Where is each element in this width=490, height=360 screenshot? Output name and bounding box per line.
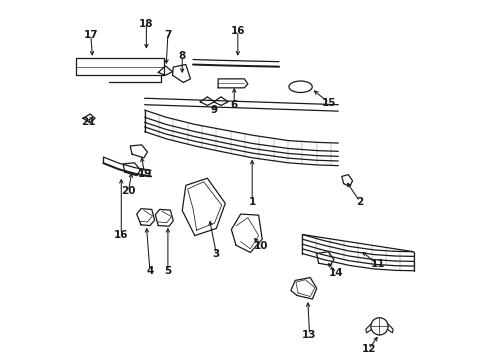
Text: 16: 16 xyxy=(114,230,128,239)
Text: 7: 7 xyxy=(164,30,171,40)
Text: 3: 3 xyxy=(213,248,220,258)
Text: 17: 17 xyxy=(83,30,98,40)
Text: 5: 5 xyxy=(164,266,171,276)
Text: 6: 6 xyxy=(231,100,238,110)
Text: 19: 19 xyxy=(137,168,152,179)
Text: 10: 10 xyxy=(254,241,269,251)
Text: 4: 4 xyxy=(147,266,154,276)
Text: 2: 2 xyxy=(356,197,364,207)
Text: 14: 14 xyxy=(329,267,344,278)
Text: 15: 15 xyxy=(322,98,337,108)
Text: 20: 20 xyxy=(121,186,136,197)
Text: 21: 21 xyxy=(81,117,95,127)
Text: 8: 8 xyxy=(179,51,186,61)
Text: 11: 11 xyxy=(370,259,385,269)
Text: 12: 12 xyxy=(362,344,376,354)
Text: 13: 13 xyxy=(302,330,317,340)
Text: 16: 16 xyxy=(231,26,245,36)
Text: 9: 9 xyxy=(211,105,218,115)
Text: 1: 1 xyxy=(248,197,256,207)
Text: 18: 18 xyxy=(139,19,154,29)
